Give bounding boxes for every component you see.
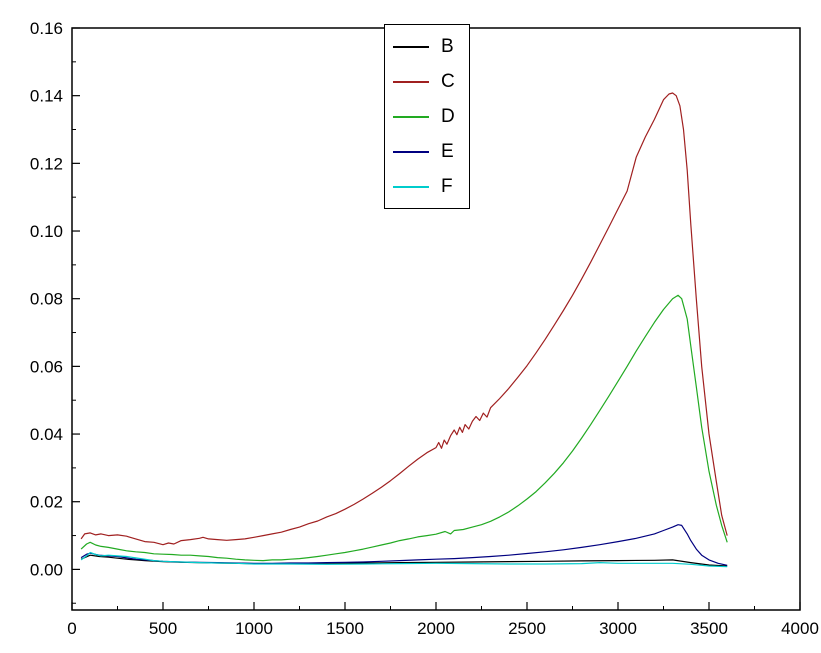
legend-label-B: B <box>441 36 454 57</box>
y-tick-label: 0.00 <box>30 560 63 579</box>
y-tick-label: 0.12 <box>30 154 63 173</box>
x-tick-label: 3500 <box>690 619 728 638</box>
legend-item-C: C <box>393 64 455 99</box>
x-tick-label: 0 <box>67 619 76 638</box>
legend-label-D: D <box>441 106 455 127</box>
series-line-F <box>80 551 728 568</box>
y-tick-label: 0.02 <box>30 493 63 512</box>
x-tick-label: 1000 <box>235 619 273 638</box>
y-tick-label: 0.06 <box>30 357 63 376</box>
y-tick-label: 0.08 <box>30 290 63 309</box>
legend-line-sample-D <box>393 115 429 118</box>
legend-line-sample-F <box>393 185 429 188</box>
x-tick-label: 4000 <box>781 619 819 638</box>
x-tick-label: 2500 <box>508 619 546 638</box>
legend-line-sample-C <box>393 80 429 83</box>
legend-label-C: C <box>441 71 455 92</box>
x-tick-label: 3000 <box>599 619 637 638</box>
legend-item-F: F <box>393 169 455 204</box>
series-line-E <box>80 524 728 566</box>
legend-label-F: F <box>441 176 453 197</box>
y-tick-label: 0.04 <box>30 425 63 444</box>
series-line-D <box>80 294 728 562</box>
legend-item-E: E <box>393 134 455 169</box>
legend-item-D: D <box>393 99 455 134</box>
legend-line-sample-E <box>393 150 429 153</box>
x-tick-label: 500 <box>149 619 177 638</box>
legend-line-sample-B <box>393 45 429 48</box>
legend-item-B: B <box>393 29 455 64</box>
y-tick-label: 0.10 <box>30 222 63 241</box>
x-tick-label: 2000 <box>417 619 455 638</box>
series-line-C <box>80 92 728 546</box>
y-tick-label: 0.16 <box>30 19 63 38</box>
legend-label-E: E <box>441 141 454 162</box>
x-tick-label: 1500 <box>326 619 364 638</box>
y-tick-label: 0.14 <box>30 87 63 106</box>
